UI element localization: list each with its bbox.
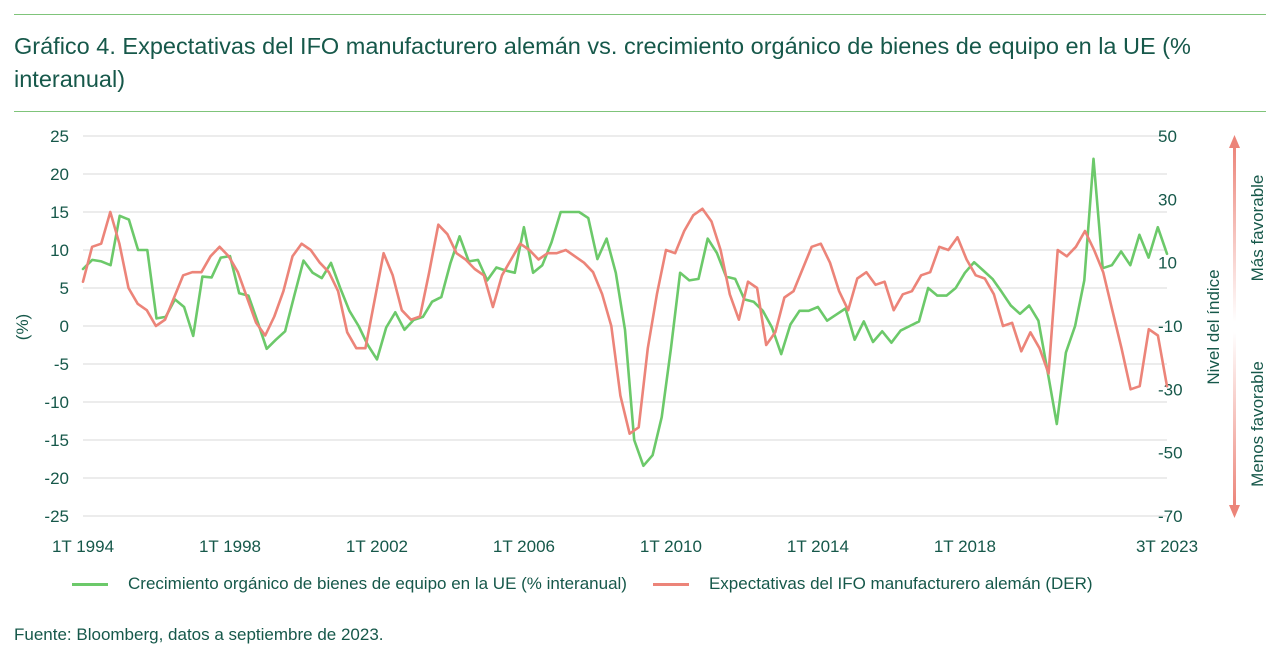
right-tick-label: -70 [1158,507,1183,526]
arrow-down-shaft [1233,332,1236,507]
left-tick-label: 5 [60,279,69,298]
legend: Crecimiento orgánico de bienes de equipo… [72,574,1119,594]
left-tick-label: 0 [60,317,69,336]
left-axis: 25 20 15 10 5 0 -5 -10 -15 -20 -25 [44,127,69,526]
series-line-red [81,207,1169,436]
annotation-less-favorable: Menos favorable [1248,361,1267,487]
right-axis-label: Nivel del índice [1204,269,1223,384]
left-tick-label: 25 [50,127,69,146]
x-tick-label: 1T 2010 [640,537,702,556]
left-tick-label: -15 [44,431,69,450]
right-tick-label: -30 [1158,380,1183,399]
legend-item-red: Expectativas del IFO manufacturero alemá… [652,574,1093,594]
left-tick-label: -20 [44,469,69,488]
right-tick-label: -10 [1158,317,1183,336]
legend-swatch-red [652,582,689,586]
top-rule [14,14,1266,15]
left-tick-label: 15 [50,203,69,222]
x-tick-label: 1T 2014 [787,537,849,556]
right-tick-label: -50 [1158,444,1183,463]
chart-title: Gráfico 4. Expectativas del IFO manufact… [14,33,1191,92]
legend-label-red: Expectativas del IFO manufacturero alemá… [708,574,1093,593]
right-tick-label: 50 [1158,127,1177,146]
right-axis: 50 30 10 -10 -30 -50 -70 [1158,127,1183,526]
right-tick-label: 10 [1158,254,1177,273]
right-tick-label: 30 [1158,190,1177,209]
left-tick-label: -25 [44,507,69,526]
left-tick-label: -5 [54,355,69,374]
favorability-indicator: Más favorable Menos favorable [1229,135,1267,518]
left-axis-label: (%) [13,314,32,340]
arrow-up-shaft [1233,144,1236,322]
series-line-green [81,157,1169,468]
x-tick-label: 3T 2023 [1136,537,1198,556]
annotation-more-favorable: Más favorable [1248,175,1267,282]
x-tick-label: 1T 1994 [52,537,114,556]
arrow-up-icon [1229,135,1240,148]
legend-label-green: Crecimiento orgánico de bienes de equipo… [128,574,627,593]
left-tick-label: 20 [50,165,69,184]
legend-item-green: Crecimiento orgánico de bienes de equipo… [72,574,627,594]
left-tick-label: 10 [50,241,69,260]
x-tick-label: 1T 2018 [934,537,996,556]
x-tick-label: 1T 1998 [199,537,261,556]
x-axis: 1T 1994 1T 1998 1T 2002 1T 2006 1T 2010 1T 20… [52,537,1198,556]
series-lines [81,157,1169,468]
arrow-down-icon [1229,505,1240,518]
source-note: Fuente: Bloomberg, datos a septiembre de… [14,625,384,644]
x-tick-label: 1T 2002 [346,537,408,556]
title-rule [14,111,1266,112]
left-tick-label: -10 [44,393,69,412]
legend-swatch-green [72,582,108,586]
x-tick-label: 1T 2006 [493,537,555,556]
